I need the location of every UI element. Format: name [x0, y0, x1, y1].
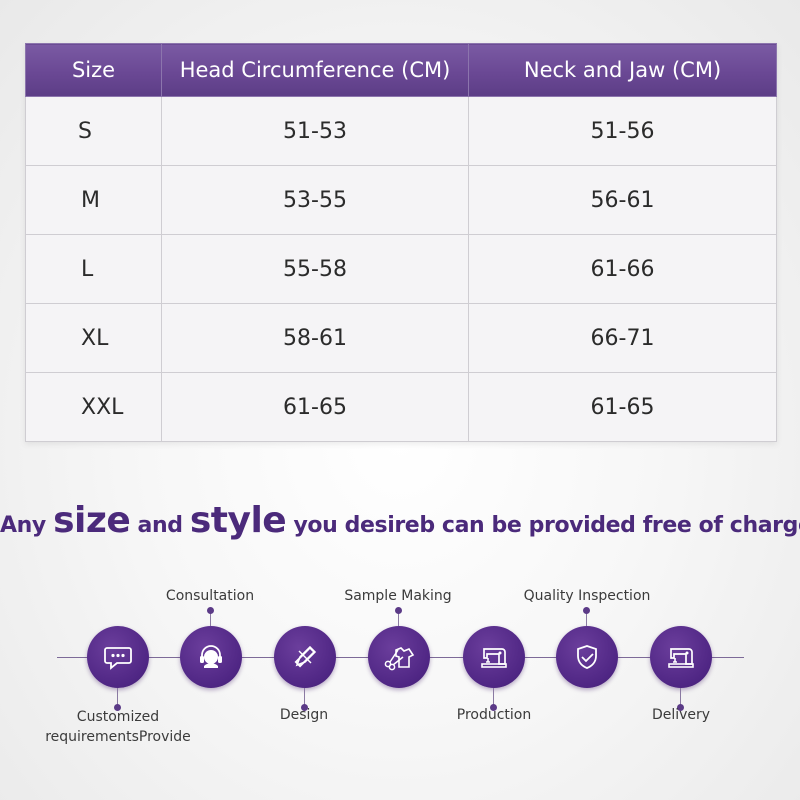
table-row: L 55-58 61-66 — [25, 234, 777, 304]
neck-cell: 61-66 — [468, 234, 777, 304]
table-row: XL 58-61 66-71 — [25, 303, 777, 373]
step-label-consultation: Consultation — [165, 588, 255, 604]
step-label-line: Customized — [76, 709, 160, 725]
neck-cell: 56-61 — [468, 165, 777, 235]
headset-icon — [200, 645, 222, 668]
neck-cell: 66-71 — [468, 303, 777, 373]
step-connector — [117, 688, 118, 706]
size-cell: XL — [25, 303, 162, 373]
neck-cell: 61-65 — [468, 372, 777, 442]
step-label-line: requirementsProvide — [45, 729, 191, 745]
neck-cell: 51-56 — [468, 96, 777, 166]
size-cell: XXL — [25, 372, 162, 442]
step-dot — [207, 607, 214, 614]
shield-check-icon — [577, 645, 597, 669]
sewing-machine-icon — [668, 648, 694, 668]
slogan-style: style — [189, 500, 287, 541]
size-cell: L — [25, 234, 162, 304]
step-label-delivery: Delivery — [651, 707, 711, 723]
step-circle — [87, 626, 149, 688]
step-connector — [398, 610, 399, 626]
step-label-customized: Customized requirementsProvide — [45, 707, 191, 747]
tailoring-icon — [384, 647, 415, 671]
step-circle — [274, 626, 336, 688]
process-step-consultation — [180, 607, 242, 688]
slogan-rest: you desireb can be provided free of char… — [293, 513, 800, 538]
size-cell: M — [25, 165, 162, 235]
step-circle — [180, 626, 242, 688]
pencil-ruler-icon — [294, 645, 317, 668]
slogan-any: Any — [0, 513, 46, 538]
step-label-design: Design — [279, 707, 329, 723]
step-dot — [114, 704, 121, 711]
chat-bubble-icon — [104, 647, 132, 670]
step-circle — [650, 626, 712, 688]
head-cell: 53-55 — [161, 165, 469, 235]
slogan-size: size — [53, 500, 131, 541]
step-connector — [493, 688, 494, 706]
step-label-sample-making: Sample Making — [344, 588, 452, 604]
step-connector — [210, 610, 211, 626]
head-cell: 55-58 — [161, 234, 469, 304]
size-chart-table: Size Head Circumference (CM) Neck and Ja… — [25, 43, 777, 442]
step-connector — [680, 688, 681, 706]
step-dot — [490, 704, 497, 711]
table-row: S 51-53 51-56 — [25, 96, 777, 166]
process-step-delivery — [650, 626, 712, 711]
step-dot — [301, 704, 308, 711]
size-cell: S — [25, 96, 162, 166]
step-dot — [677, 704, 684, 711]
header-head-circumference: Head Circumference (CM) — [161, 43, 469, 97]
header-neck-and-jaw: Neck and Jaw (CM) — [468, 43, 777, 97]
step-dot — [395, 607, 402, 614]
head-cell: 51-53 — [161, 96, 469, 166]
slogan-heading: Any size and style you desireb can be pr… — [0, 500, 800, 541]
head-cell: 58-61 — [161, 303, 469, 373]
step-circle — [368, 626, 430, 688]
process-step-design — [274, 626, 336, 711]
process-step-production — [463, 626, 525, 711]
process-step-customized — [87, 626, 149, 711]
sewing-machine-icon — [481, 648, 507, 668]
head-cell: 61-65 — [161, 372, 469, 442]
table-header-row: Size Head Circumference (CM) Neck and Ja… — [25, 43, 777, 97]
step-label-production: Production — [456, 707, 532, 723]
slogan-and: and — [137, 513, 183, 538]
table-row: XXL 61-65 61-65 — [25, 372, 777, 442]
process-step-sample-making — [368, 607, 430, 688]
step-connector — [586, 610, 587, 626]
process-step-quality-inspection — [556, 607, 618, 688]
step-dot — [583, 607, 590, 614]
step-circle — [556, 626, 618, 688]
step-circle — [463, 626, 525, 688]
step-connector — [304, 688, 305, 706]
table-row: M 53-55 56-61 — [25, 165, 777, 235]
step-label-quality-inspection: Quality Inspection — [523, 588, 651, 604]
header-size: Size — [25, 43, 162, 97]
